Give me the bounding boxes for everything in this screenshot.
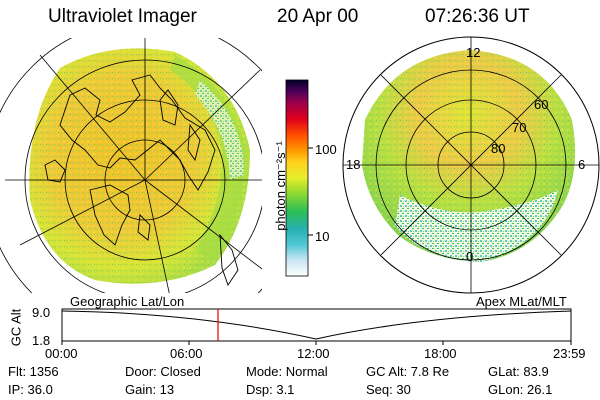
ip-value: IP: 36.0 xyxy=(8,382,53,397)
gc-altitude-value: GC Alt: 7.8 Re xyxy=(366,364,450,379)
flight-number: Flt: 1356 xyxy=(8,364,59,379)
color-scale-bar xyxy=(285,79,309,277)
colorbar-tick-10: 10 xyxy=(315,229,330,244)
door-status: Door: Closed xyxy=(125,364,201,379)
colorbar-tick-100: 100 xyxy=(315,142,337,157)
header: Ultraviolet Imager 20 Apr 00 07:26:36 UT xyxy=(0,6,600,32)
instrument-title: Ultraviolet Imager xyxy=(48,6,197,27)
geographic-label: Geographic Lat/Lon xyxy=(70,294,185,309)
altitude-plot xyxy=(61,308,572,345)
coastline xyxy=(59,74,216,191)
gain-value: Gain: 13 xyxy=(125,382,175,397)
glat-value: GLat: 83.9 xyxy=(488,364,549,379)
altitude-xtick-0: 00:00 xyxy=(45,346,78,361)
altitude-xtick-3: 18:00 xyxy=(424,346,457,361)
mlt-label-18: 18 xyxy=(346,157,361,172)
mlat-label-80: 80 xyxy=(491,141,506,156)
apex-label: Apex MLat/MLT xyxy=(476,294,567,309)
altitude-ytick-max: 9.0 xyxy=(32,305,51,320)
mlat-label-60: 60 xyxy=(534,97,549,112)
altitude-ytick-min: 1.8 xyxy=(32,333,51,348)
altitude-xtick-1: 06:00 xyxy=(170,346,203,361)
altitude-ylabel: GC Alt xyxy=(8,308,24,347)
dsp-value: Dsp: 3.1 xyxy=(246,382,295,397)
altitude-curve xyxy=(61,310,572,340)
apex-map xyxy=(342,36,600,294)
mode-value: Mode: Normal xyxy=(246,364,328,379)
mlt-label-6: 6 xyxy=(578,157,586,172)
glon-value: GLon: 26.1 xyxy=(488,382,553,397)
sequence-value: Seq: 30 xyxy=(366,382,411,397)
time-label: 07:26:36 UT xyxy=(425,6,530,27)
colorbar-unit-label: photon cm⁻²s⁻¹ xyxy=(273,141,288,231)
color-scale xyxy=(285,79,313,277)
altitude-xtick-2: 12:00 xyxy=(297,346,330,361)
date-label: 20 Apr 00 xyxy=(277,6,359,27)
altitude-xtick-4: 23:59 xyxy=(553,346,586,361)
mlat-label-70: 70 xyxy=(512,120,527,135)
mlt-label-0: 0 xyxy=(466,249,474,264)
mlt-label-12: 12 xyxy=(466,45,481,60)
geographic-map xyxy=(0,38,262,293)
